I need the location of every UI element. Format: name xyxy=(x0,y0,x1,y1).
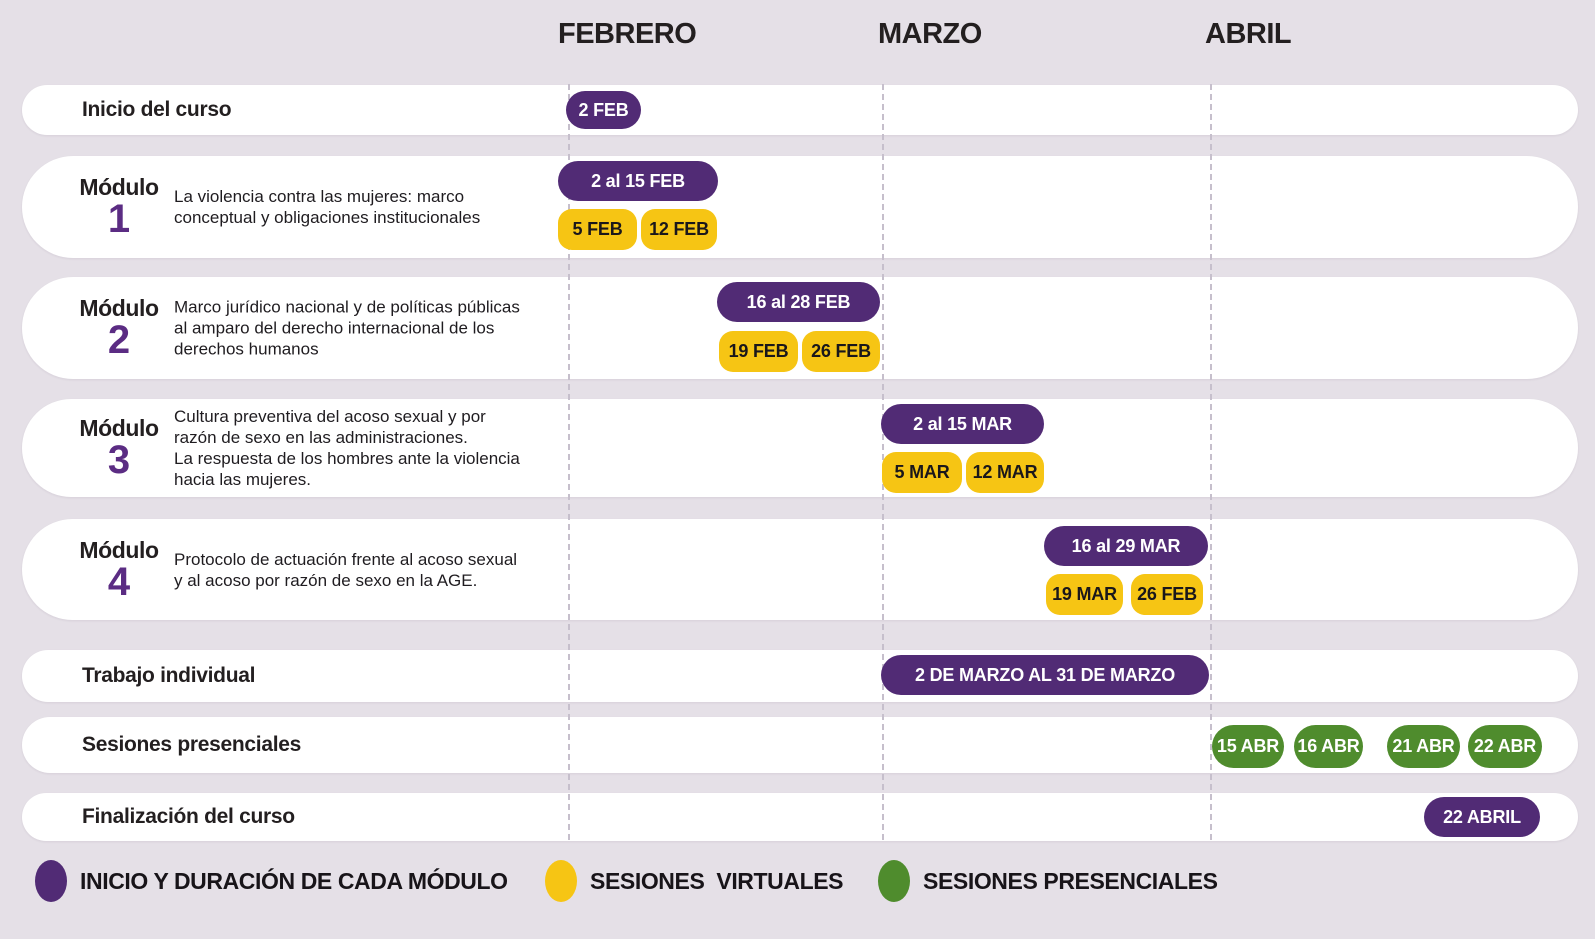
module-number: 2 xyxy=(107,318,131,363)
legend-item-inicio-y-duracion: INICIO Y DURACIÓN DE CADA MÓDULO xyxy=(35,859,508,903)
pill-module-start-16-al-29-mar: 16 al 29 MAR xyxy=(1044,526,1208,566)
pill-virtual-5-mar: 5 MAR xyxy=(882,452,962,493)
row-label-trabajo-individual: Trabajo individual xyxy=(82,664,256,687)
row-card-inicio-del-curso: Inicio del curso xyxy=(22,85,1578,135)
month-gridline xyxy=(1210,84,1212,840)
module-word: Módulo xyxy=(79,173,159,200)
pill-virtual-12-mar: 12 MAR xyxy=(966,452,1044,493)
pill-module-start-16-al-28-feb: 16 al 28 FEB xyxy=(717,282,880,322)
pill-module-start-2-de-marzo-al-31-de-marzo: 2 DE MARZO AL 31 DE MARZO xyxy=(881,655,1209,695)
row-card-finalizacion-del-curso: Finalización del curso xyxy=(22,793,1578,841)
legend-item-sesiones-presenciales: SESIONES PRESENCIALES xyxy=(878,859,1218,903)
row-card-modulo-3: Módulo 3 Cultura preventiva del acoso sexu… xyxy=(22,399,1578,497)
pill-module-start-2-al-15-feb: 2 al 15 FEB xyxy=(558,161,718,201)
module-badge-modulo-3: Módulo 3 xyxy=(78,416,160,480)
presencial-legend-dot-icon xyxy=(878,860,910,902)
module-description-modulo-1: La violencia contra las mujeres: marco c… xyxy=(174,187,481,227)
module-word: Módulo xyxy=(79,294,159,321)
legend-label-sesiones-virtuales: SESIONES VIRTUALES xyxy=(590,867,844,894)
pill-presencial-21-abr: 21 ABR xyxy=(1387,725,1460,768)
module-word: Módulo xyxy=(79,414,159,441)
module-number: 4 xyxy=(107,559,131,604)
pill-module-start-2-feb: 2 FEB xyxy=(566,91,641,129)
row-label-inicio-del-curso: Inicio del curso xyxy=(82,98,232,121)
row-card-trabajo-individual: Trabajo individual xyxy=(22,650,1578,702)
month-header-abril: ABRIL xyxy=(1205,18,1292,50)
pill-virtual-5-feb: 5 FEB xyxy=(558,209,637,250)
row-label-sesiones-presenciales: Sesiones presenciales xyxy=(82,733,301,756)
pill-virtual-26-feb: 26 FEB xyxy=(802,331,880,372)
pill-presencial-22-abr: 22 ABR xyxy=(1468,725,1542,768)
pill-presencial-16-abr: 16 ABR xyxy=(1294,725,1363,768)
module-description-modulo-3: Cultura preventiva del acoso sexual y po… xyxy=(174,407,520,489)
month-header-marzo: MARZO xyxy=(878,18,982,50)
month-header-febrero: FEBRERO xyxy=(558,18,697,50)
module-badge-modulo-2: Módulo 2 xyxy=(78,296,160,360)
module-description-modulo-4: Protocolo de actuación frente al acoso s… xyxy=(174,549,518,590)
legend-item-sesiones-virtuales: SESIONES VIRTUALES xyxy=(545,859,844,903)
pill-virtual-12-feb: 12 FEB xyxy=(641,209,717,250)
module-word: Módulo xyxy=(79,536,159,563)
month-gridline xyxy=(568,84,570,840)
pill-virtual-19-mar: 19 MAR xyxy=(1046,574,1123,615)
module-badge-modulo-4: Módulo 4 xyxy=(78,537,160,601)
legend-label-inicio-y-duracion: INICIO Y DURACIÓN DE CADA MÓDULO xyxy=(80,867,508,894)
module-number: 1 xyxy=(107,197,131,242)
module-badge-modulo-1: Módulo 1 xyxy=(78,175,160,239)
virtual-legend-dot-icon xyxy=(545,860,577,902)
pill-module-start-22-abril: 22 ABRIL xyxy=(1424,797,1540,837)
legend-label-sesiones-presenciales: SESIONES PRESENCIALES xyxy=(923,867,1218,894)
pill-module-start-2-al-15-mar: 2 al 15 MAR xyxy=(881,404,1044,444)
module-number: 3 xyxy=(107,438,131,483)
row-card-modulo-1: Módulo 1 La violencia contra las mujeres: … xyxy=(22,156,1578,258)
pill-virtual-19-feb: 19 FEB xyxy=(719,331,798,372)
module-start-legend-dot-icon xyxy=(35,860,67,902)
row-label-finalizacion-del-curso: Finalización del curso xyxy=(82,805,295,828)
module-description-modulo-2: Marco jurídico nacional y de políticas p… xyxy=(174,297,520,359)
pill-virtual-26-feb: 26 FEB xyxy=(1131,574,1203,615)
row-card-modulo-4: Módulo 4 Protocolo de actuación frente al … xyxy=(22,519,1578,620)
pill-presencial-15-abr: 15 ABR xyxy=(1212,725,1284,768)
